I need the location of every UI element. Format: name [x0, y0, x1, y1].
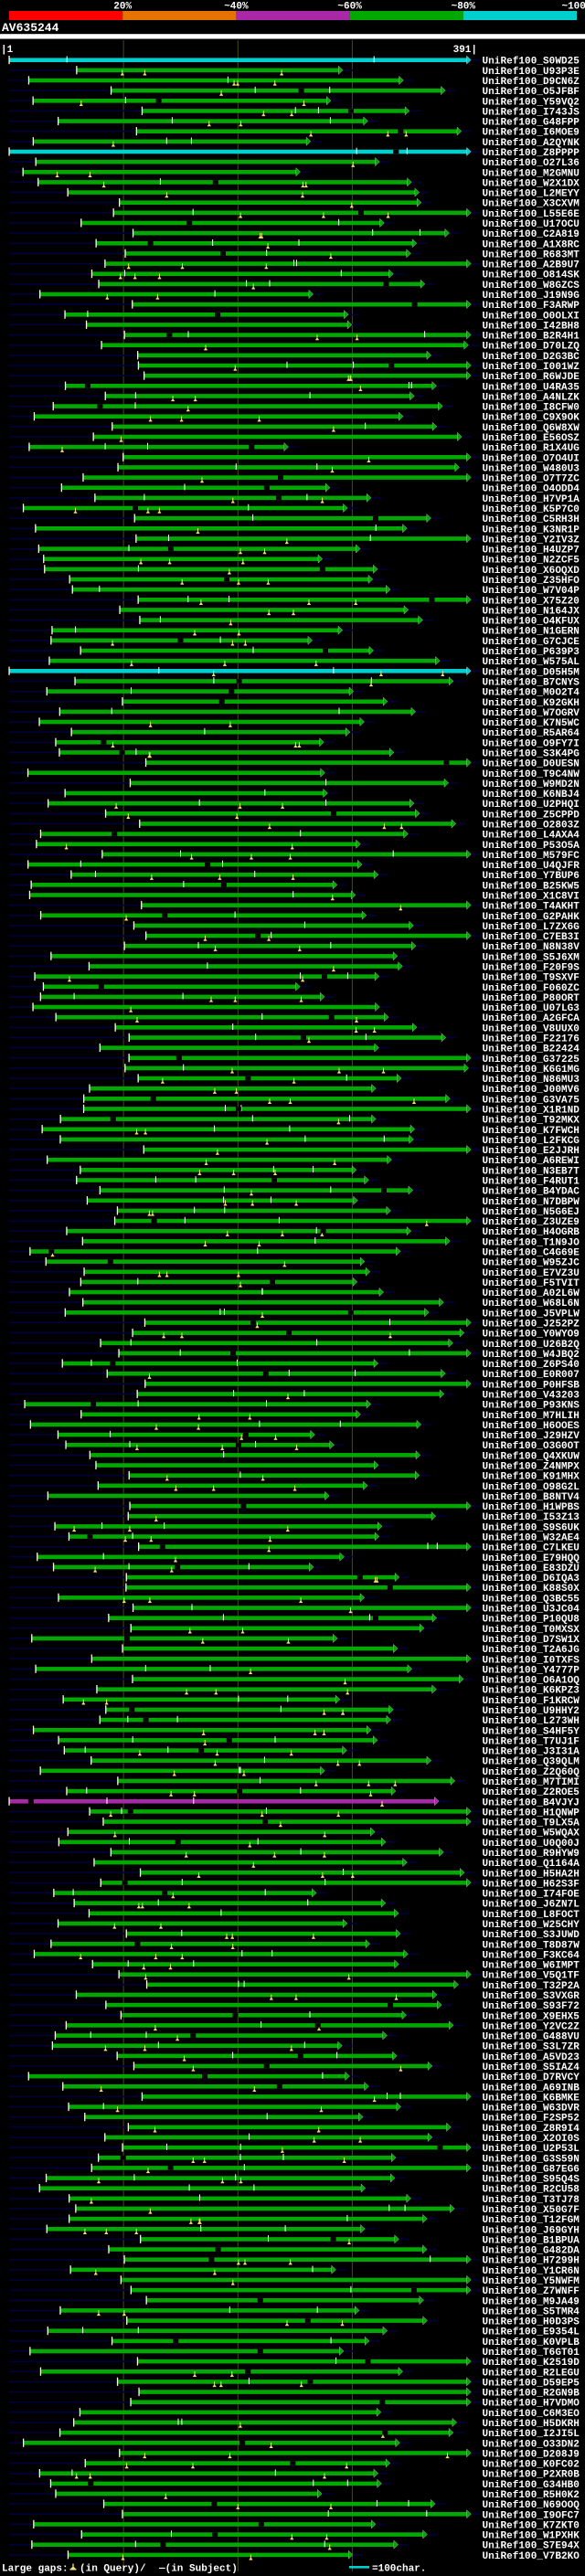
svg-text:(in Query)/: (in Query)/: [80, 2564, 146, 2575]
svg-text:Large gaps:: Large gaps:: [2, 2564, 69, 2575]
svg-text:UniRef100_V7B2KO: UniRef100_V7B2KO: [483, 2551, 580, 2562]
svg-text:—(in Subject): —(in Subject): [158, 2564, 238, 2575]
svg-text:20%: 20%: [113, 2, 132, 13]
svg-text:AV635244: AV635244: [2, 21, 59, 35]
svg-text:~60%: ~60%: [337, 2, 362, 13]
svg-text:=100char.: =100char.: [372, 2564, 426, 2575]
svg-text:391|: 391|: [453, 45, 477, 56]
svg-text:|1: |1: [1, 45, 14, 56]
svg-text:~40%: ~40%: [224, 2, 249, 13]
svg-text:~100%: ~100%: [561, 2, 585, 13]
svg-text:~80%: ~80%: [452, 2, 476, 13]
